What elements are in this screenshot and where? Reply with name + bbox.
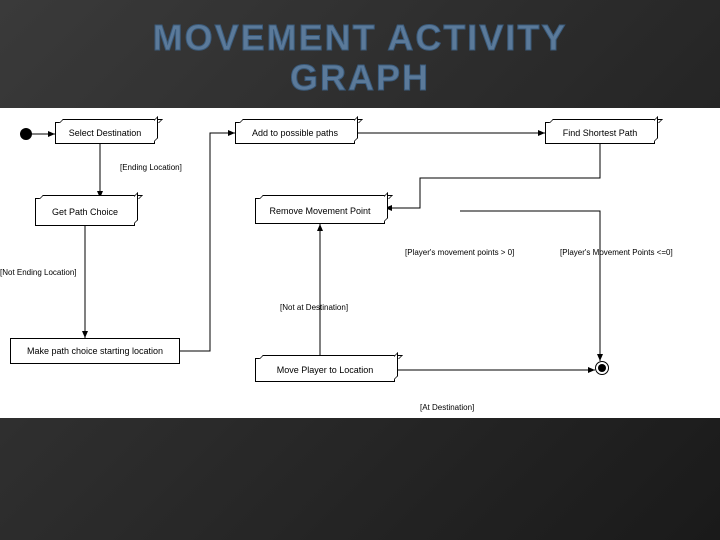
node-label: Get Path Choice — [52, 207, 118, 217]
title-line2: GRAPH — [0, 58, 720, 98]
node-move-player: Move Player to Location — [255, 358, 395, 382]
guard-ending-location: [Ending Location] — [120, 163, 182, 172]
node-label: Move Player to Location — [277, 365, 374, 375]
node-select-destination: Select Destination — [55, 122, 155, 144]
end-node — [595, 361, 609, 375]
node-label: Remove Movement Point — [269, 206, 370, 216]
page-title: MOVEMENT ACTIVITY GRAPH — [0, 0, 720, 97]
node-label: Select Destination — [69, 128, 142, 138]
guard-not-at-destination: [Not at Destination] — [280, 303, 348, 312]
node-label: Find Shortest Path — [563, 128, 638, 138]
edge — [385, 144, 600, 208]
node-get-path-choice: Get Path Choice — [35, 198, 135, 226]
start-node — [20, 128, 32, 140]
node-label: Make path choice starting location — [27, 346, 163, 356]
node-find-shortest: Find Shortest Path — [545, 122, 655, 144]
node-add-paths: Add to possible paths — [235, 122, 355, 144]
node-remove-movement-point: Remove Movement Point — [255, 198, 385, 224]
edge — [460, 211, 600, 361]
guard-points-le-zero: [Player's Movement Points <=0] — [560, 248, 673, 257]
activity-diagram: Select Destination Add to possible paths… — [0, 108, 720, 418]
guard-not-ending-location: [Not Ending Location] — [0, 268, 77, 277]
edge — [180, 133, 235, 351]
guard-at-destination: [At Destination] — [420, 403, 474, 412]
title-line1: MOVEMENT ACTIVITY — [0, 18, 720, 58]
node-make-path-choice: Make path choice starting location — [10, 338, 180, 364]
guard-points-gt-zero: [Player's movement points > 0] — [405, 248, 514, 257]
node-label: Add to possible paths — [252, 128, 338, 138]
